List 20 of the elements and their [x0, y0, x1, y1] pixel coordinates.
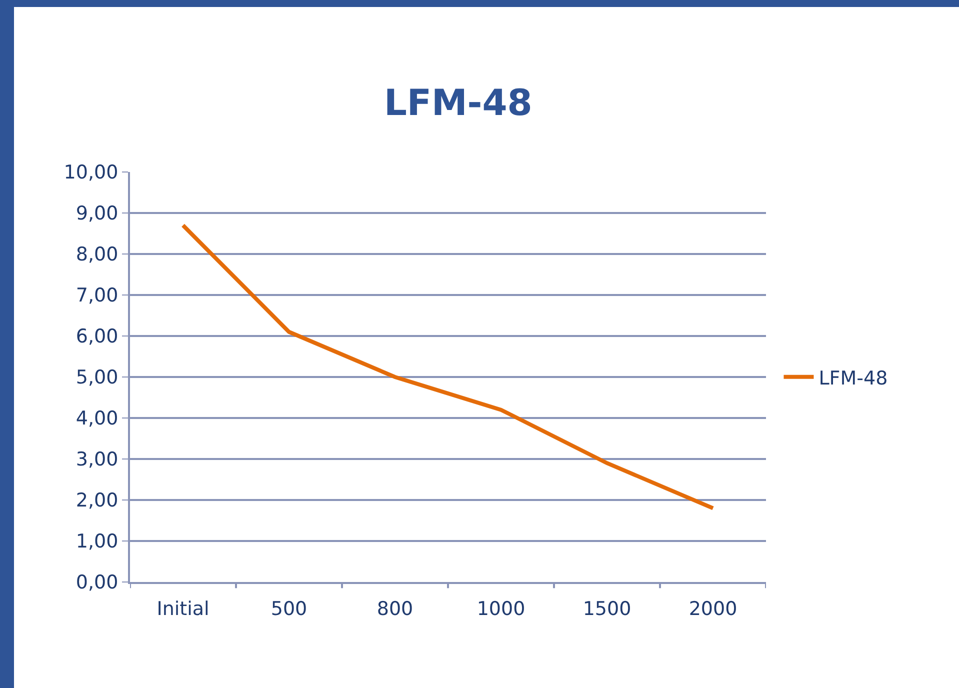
x-tick-label: Initial: [156, 598, 210, 620]
line-series: [181, 223, 715, 510]
x-tick-label: 500: [270, 598, 308, 620]
x-tick-label: 2000: [688, 598, 738, 620]
y-tick-label: 5,00: [76, 366, 118, 389]
x-tick-label: 1500: [582, 598, 632, 620]
y-tick-label: 2,00: [76, 490, 118, 512]
y-tick-label: 4,00: [76, 408, 118, 430]
x-tick-label: 800: [376, 598, 414, 620]
y-tick-label: 1,00: [76, 530, 118, 553]
y-tick-label: 7,00: [76, 284, 118, 307]
y-tick-label: 8,00: [76, 244, 118, 266]
y-tick-label: 10,00: [64, 162, 118, 184]
legend-label: LFM-48: [818, 367, 888, 390]
x-tick-label: 1000: [476, 598, 526, 620]
y-tick-label: 6,00: [76, 326, 118, 348]
chart-title: LFM-48: [384, 82, 532, 124]
y-tick-label: 0,00: [76, 572, 118, 594]
y-tick-label: 9,00: [76, 202, 118, 225]
y-tick-label: 3,00: [76, 448, 118, 471]
